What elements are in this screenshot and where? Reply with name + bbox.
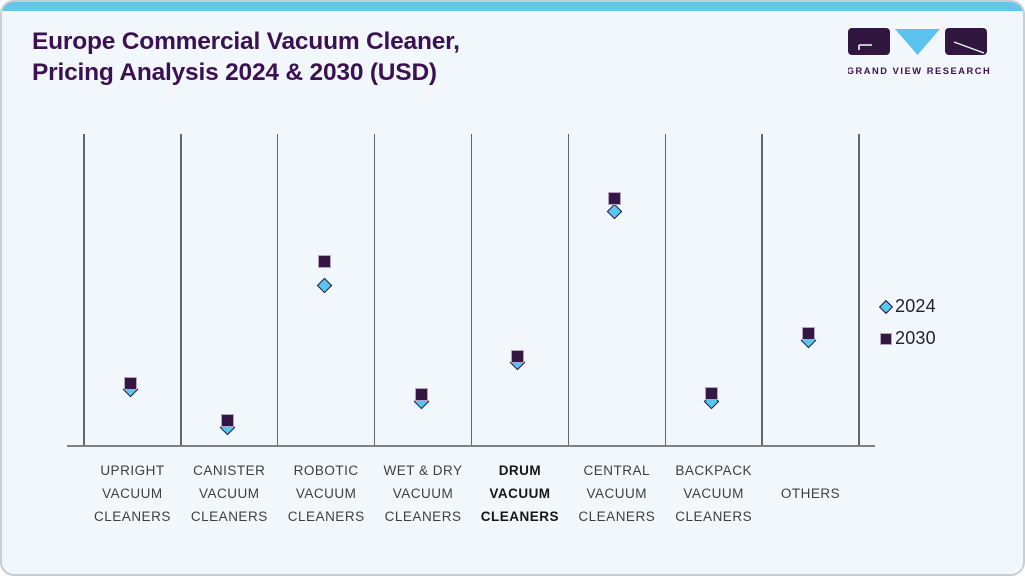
legend-item-2030: 2030 [880, 327, 936, 350]
legend-item-2024: 2024 [878, 295, 936, 318]
data-point-2024-5 [607, 203, 623, 219]
title-line-1: Europe Commercial Vacuum Cleaner, [32, 28, 460, 55]
logo-r-glyph [953, 41, 985, 54]
category-label-7: OTHERS [762, 457, 859, 529]
gvr-logo-mark [848, 28, 987, 55]
data-point-2030-2 [317, 255, 331, 268]
category-label-line: VACUUM [295, 485, 357, 501]
data-point-2030-7 [802, 326, 816, 340]
logo-r-block [945, 28, 987, 55]
category-label-3: WET & DRY VACUUM CLEANERS [375, 457, 472, 529]
category-label-line: CLEANERS [94, 508, 171, 524]
logo-g-block [848, 28, 890, 55]
category-label-line: CANISTER [193, 462, 266, 478]
category-label-line: ROBOTIC [293, 462, 359, 478]
data-point-2024-2 [316, 277, 332, 294]
category-label-line: CLEANERS [190, 508, 268, 524]
x-axis-labels: UPRIGHT VACUUM CLEANERS CANISTER VACUUM CLEAN… [84, 457, 859, 529]
data-point-2030-3 [414, 388, 428, 402]
category-label-line: VACUUM [392, 485, 454, 501]
legend-diamond-icon [878, 299, 894, 314]
category-label-line: BACKPACK [675, 462, 752, 478]
category-label-line: VACUUM [102, 485, 163, 501]
data-point-2030-1 [220, 413, 234, 427]
category-gridline [373, 134, 376, 445]
category-label-4: DRUM VACUUM CLEANERS [472, 457, 569, 529]
legend: 2024 2030 [878, 295, 936, 350]
title-line-2: Pricing Analysis 2024 & 2030 (USD) [32, 59, 437, 86]
category-label-2: ROBOTIC VACUUM CLEANERS [278, 457, 375, 529]
category-label-line: CLEANERS [287, 508, 365, 524]
category-label-line: VACUUM [586, 485, 648, 501]
category-gridline [858, 134, 860, 445]
category-label-line: WET & DRY [383, 462, 463, 478]
data-point-2030-6 [705, 386, 719, 400]
page-title: Europe Commercial Vacuum Cleaner, Pricing… [32, 26, 460, 88]
category-label-line: DRUM [498, 462, 542, 478]
category-gridline [180, 134, 182, 445]
category-label-line: UPRIGHT [100, 462, 165, 478]
category-gridline [470, 134, 473, 445]
category-label-line: CLEANERS [675, 508, 753, 524]
category-label-line: VACUUM [489, 485, 551, 501]
category-gridline [761, 134, 763, 445]
x-axis-line [67, 445, 875, 447]
plot-area [83, 134, 860, 445]
category-gridline [83, 134, 85, 445]
category-gridline [567, 134, 570, 445]
category-gridline [277, 134, 279, 445]
category-label-6: BACKPACK VACUUM CLEANERS [665, 457, 762, 529]
category-label-line: VACUUM [199, 485, 260, 501]
data-point-2030-4 [511, 350, 525, 364]
logo-g-glyph [858, 44, 872, 50]
category-label-5: CENTRAL VACUUM CLEANERS [568, 457, 665, 529]
category-label-line: CLEANERS [480, 508, 560, 524]
category-gridline [664, 134, 666, 445]
category-label-1: CANISTER VACUUM CLEANERS [181, 457, 278, 529]
legend-label: 2024 [895, 296, 936, 316]
legend-square-icon [880, 332, 892, 345]
category-label-line: CENTRAL [583, 462, 651, 478]
logo-text: GRAND VIEW RESEARCH [848, 66, 990, 76]
top-accent-bar [2, 2, 1023, 11]
data-point-2030-5 [608, 192, 622, 206]
category-label-line: VACUUM [683, 485, 744, 501]
category-label-0: UPRIGHT VACUUM CLEANERS [84, 457, 181, 529]
gvr-logo: GRAND VIEW RESEARCH [847, 28, 990, 78]
category-label-line: CLEANERS [384, 508, 462, 524]
logo-v-triangle [895, 29, 940, 55]
category-label-line: CLEANERS [578, 508, 656, 524]
legend-label: 2030 [895, 328, 936, 348]
data-point-2030-0 [123, 376, 137, 390]
category-label-line: OTHERS [780, 485, 841, 501]
